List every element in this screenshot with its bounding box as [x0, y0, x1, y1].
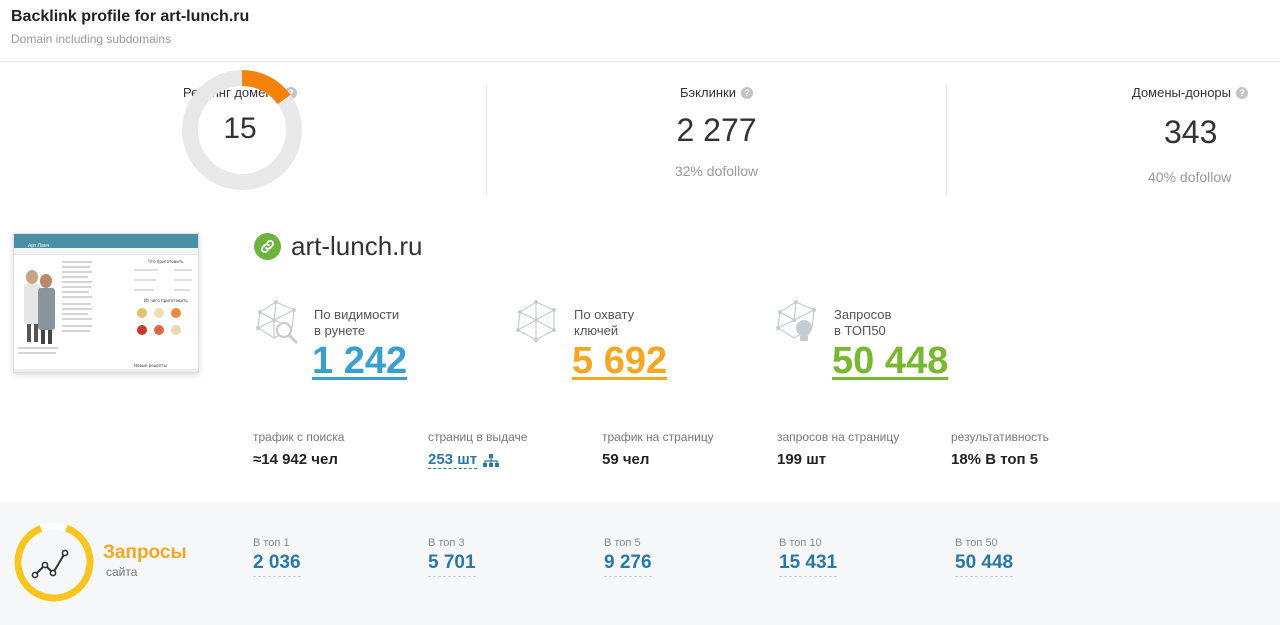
- backlinks-label: Бэклинки: [680, 85, 736, 100]
- network-icon: [516, 300, 556, 342]
- stat-label: результативность: [951, 430, 1049, 444]
- divider: [946, 85, 947, 195]
- backlinks-block: Бэклинки ? 2 277 32% dofollow: [487, 85, 946, 195]
- top-value[interactable]: 50 448: [955, 552, 1014, 577]
- domain-name[interactable]: art-lunch.ru: [291, 231, 423, 261]
- thumbnail-heading-3: Новые рецепты: [134, 363, 167, 368]
- top1-stat: В топ 1 2 036: [253, 537, 301, 577]
- stat-label: страниц в выдаче: [428, 430, 528, 444]
- queries-per-page-stat: запросов на страницу 199 шт: [777, 430, 899, 468]
- thumbnail-content: Что приготовить Из чего приготовить Новы…: [14, 259, 198, 372]
- network-search-icon: [256, 300, 298, 344]
- top-label: В топ 10: [779, 537, 822, 549]
- queries-gauge: [14, 522, 94, 602]
- stat-value: 18% В топ 5: [951, 451, 1039, 468]
- domain-heading: art-lunch.ru: [254, 231, 423, 262]
- queries-subtitle: сайта: [106, 565, 138, 579]
- indexed-pages-stat: страниц в выдаче 253 шт: [428, 430, 527, 469]
- page-title: Backlink profile for art-lunch.ru: [11, 8, 250, 25]
- gauge-fill: [182, 70, 302, 190]
- thumbnail-nav: [14, 248, 198, 255]
- page-subtitle: Domain including subdomains: [11, 32, 172, 46]
- metric-label-line2: в ТОП50: [834, 323, 886, 338]
- queries-title: Запросы: [103, 542, 187, 563]
- top-value[interactable]: 15 431: [779, 552, 838, 577]
- chart-line-icon: [31, 549, 69, 579]
- top-label: В топ 3: [428, 537, 465, 549]
- top10-stat: В топ 10 15 431: [779, 537, 838, 577]
- stat-label: запросов на страницу: [777, 430, 900, 444]
- effectiveness-stat: результативность 18% В топ 5: [951, 430, 1049, 468]
- top-label: В топ 1: [253, 537, 290, 549]
- link-icon[interactable]: [254, 233, 281, 260]
- top-value[interactable]: 9 276: [604, 552, 652, 577]
- stat-value: 59 чел: [602, 451, 650, 468]
- top-label: В топ 50: [955, 537, 998, 549]
- backlinks-value[interactable]: 2 277: [676, 112, 757, 148]
- thumbnail-heading-2: Из чего приготовить: [144, 298, 188, 303]
- sitemap-icon[interactable]: [483, 453, 500, 467]
- thumbnail-header: Арт Ланч: [14, 234, 198, 249]
- domain-rating-value: 15: [223, 112, 257, 145]
- metric-label-line2: в рунете: [314, 323, 366, 338]
- help-icon[interactable]: ?: [1236, 86, 1248, 99]
- metric-label-line1: Запросов: [834, 307, 892, 322]
- thumbnail-heading-1: Что приготовить: [148, 259, 184, 264]
- top-value[interactable]: 5 701: [428, 552, 476, 577]
- domain-rating-gauge: [182, 70, 302, 190]
- thumbnail-brand: Арт Ланч: [28, 243, 50, 249]
- site-thumbnail[interactable]: Арт Ланч Что приготовить Из чего пригото…: [13, 233, 199, 373]
- metric-label-line1: По видимости: [314, 307, 400, 322]
- metric-label-line1: По охвату: [574, 307, 635, 322]
- stat-value: 199 шт: [777, 451, 827, 468]
- top50-stat: В топ 50 50 448: [955, 537, 1014, 577]
- referring-domains-value[interactable]: 343: [1164, 114, 1218, 150]
- stat-label: трафик на страницу: [602, 430, 714, 444]
- divider: [486, 85, 487, 195]
- page-header: Backlink profile for art-lunch.ru Domain…: [0, 0, 1280, 62]
- search-traffic-stat: трафик с поиска ≈14 942 чел: [253, 430, 344, 468]
- top-label: В топ 5: [604, 537, 641, 549]
- top-value[interactable]: 2 036: [253, 552, 301, 577]
- stat-label: трафик с поиска: [253, 430, 345, 444]
- network-bulb-icon: [776, 300, 816, 341]
- top50-queries-metric: Запросов в ТОП50 50 448: [774, 298, 1014, 388]
- keywords-coverage-metric: По охвату ключей 5 692: [514, 298, 754, 388]
- metric-label-line2: ключей: [574, 323, 619, 338]
- top3-stat: В топ 3 5 701: [428, 537, 476, 577]
- top50-queries-value[interactable]: 50 448: [832, 340, 949, 382]
- visibility-value[interactable]: 1 242: [312, 340, 408, 382]
- keywords-coverage-value[interactable]: 5 692: [572, 340, 668, 382]
- backlinks-dofollow: 32% dofollow: [674, 163, 759, 179]
- referring-domains-block: Домены-доноры ? 343 40% dofollow: [1100, 85, 1280, 195]
- referring-domains-dofollow: 40% dofollow: [1148, 169, 1232, 185]
- indexed-pages-link[interactable]: 253 шт: [428, 451, 478, 469]
- help-icon[interactable]: ?: [740, 86, 753, 99]
- referring-domains-label: Домены-доноры: [1132, 85, 1231, 100]
- top5-stat: В топ 5 9 276: [604, 537, 652, 577]
- queries-panel: Запросы сайта В топ 1 2 036 В топ 3 5 70…: [0, 502, 1280, 625]
- stat-value: ≈14 942 чел: [253, 451, 338, 468]
- visibility-metric: По видимости в рунете 1 242: [254, 298, 494, 388]
- traffic-per-page-stat: трафик на страницу 59 чел: [602, 430, 714, 468]
